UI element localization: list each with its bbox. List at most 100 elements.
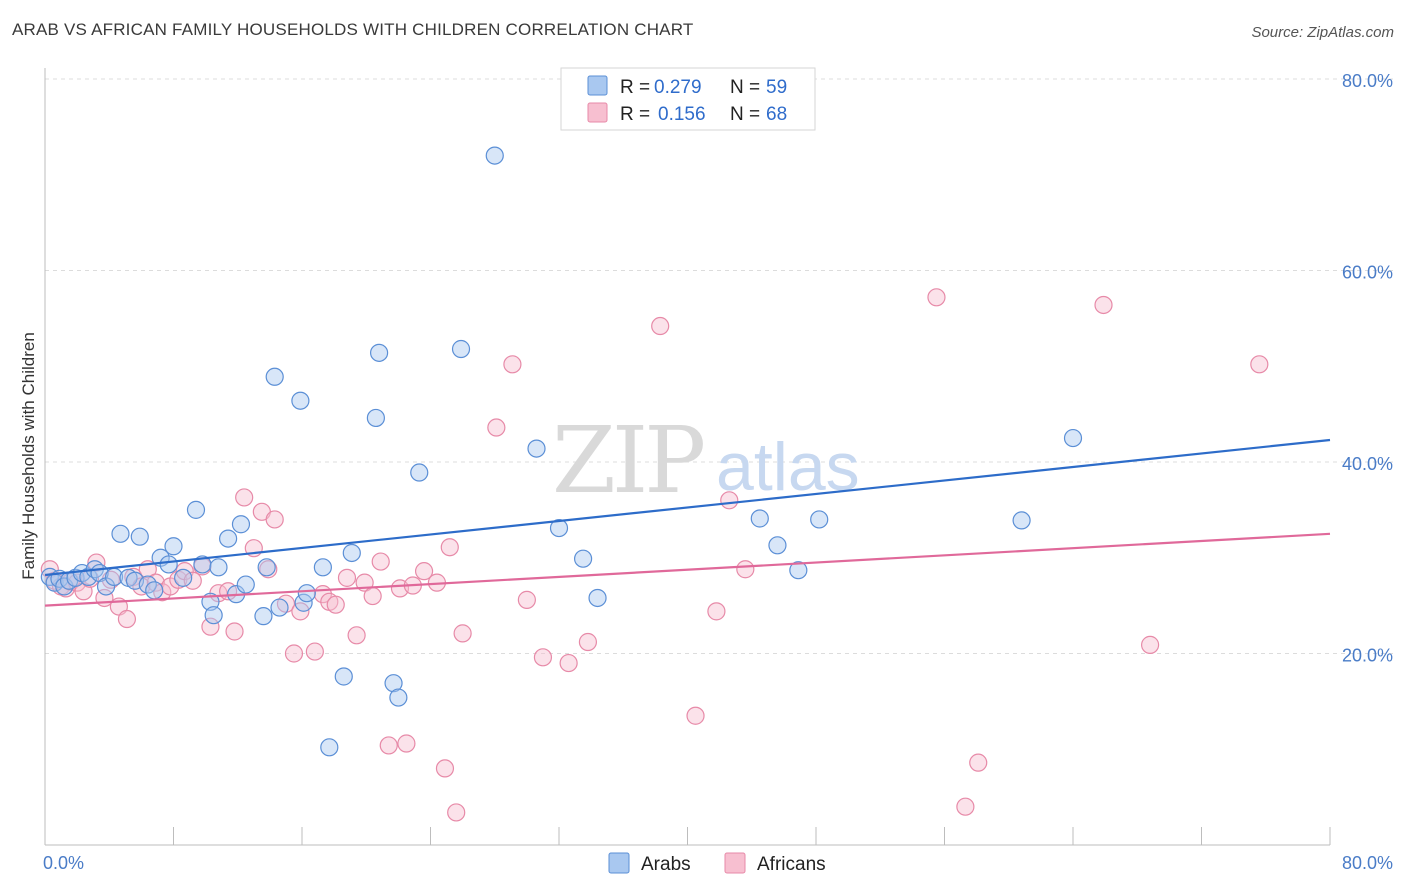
africans-point [117, 609, 137, 629]
bottom-legend: Arabs Africans [608, 852, 826, 875]
trend-lines [44, 438, 1331, 607]
africans-point [1094, 295, 1113, 315]
y-tick-label: 80.0% [1342, 71, 1393, 91]
y-axis-label: Family Households with Children [19, 332, 38, 580]
tick-labels: 20.0% 40.0% 60.0% 80.0% 0.0% 80.0% [43, 71, 1393, 873]
arabs-point [789, 561, 808, 580]
y-tick-label: 60.0% [1342, 263, 1393, 283]
africans-point [1250, 355, 1269, 374]
arabs-point [810, 510, 829, 529]
legend-swatch-arabs [587, 75, 608, 96]
arabs-point [313, 558, 332, 577]
arabs-point [334, 667, 353, 686]
africans-point [414, 562, 434, 581]
africans-point [651, 316, 670, 336]
arabs-point [768, 536, 787, 555]
africans-point [326, 595, 345, 614]
africans-point [1140, 635, 1160, 654]
arabs-point [1063, 428, 1083, 448]
arabs-point [485, 146, 504, 165]
legend-n-value-africans: 68 [766, 104, 787, 125]
arabs-point [254, 607, 273, 626]
arabs-point [204, 606, 223, 625]
watermark-zip: ZIP [552, 407, 703, 514]
arabs-point [174, 568, 193, 587]
africans-point [736, 560, 755, 579]
africans-point [265, 510, 284, 529]
arabs-point [451, 339, 471, 359]
legend-r-label-africans: R = [620, 104, 650, 125]
arabs-point [111, 524, 130, 543]
africans-point [707, 602, 726, 621]
arabs-point [164, 537, 183, 556]
africans-point [559, 653, 578, 673]
africans-point [453, 624, 472, 643]
arabs-point [389, 688, 408, 707]
arabs-point [257, 558, 276, 577]
arabs-point [370, 343, 389, 362]
arabs-point [265, 367, 284, 386]
watermark: ZIP atlas [552, 407, 860, 514]
africans-point [487, 418, 506, 437]
legend-r-label-arabs: R = [620, 77, 650, 98]
arabs-point [573, 549, 593, 568]
source-credit: Source: ZipAtlas.com [1251, 24, 1394, 41]
africans-point [956, 797, 975, 816]
bottom-legend-label-arabs[interactable]: Arabs [641, 854, 691, 875]
arabs-point [219, 529, 238, 548]
africans-point [337, 568, 357, 587]
africans-point [517, 590, 536, 609]
axes [44, 68, 1331, 846]
africans-point [435, 759, 455, 778]
bottom-legend-swatch-africans[interactable] [724, 852, 746, 874]
legend-n-value-arabs: 59 [766, 77, 787, 98]
arabs-point [130, 527, 149, 546]
series-africans [40, 288, 1269, 822]
arabs-point [320, 738, 339, 757]
arabs-point [294, 593, 313, 612]
arabs-point [297, 584, 316, 603]
y-tick-label: 40.0% [1342, 454, 1393, 474]
africans-point [440, 538, 459, 557]
africans-point [201, 617, 220, 636]
africans-point [720, 491, 739, 510]
watermark-atlas: atlas [716, 429, 860, 505]
arabs-point [270, 598, 289, 617]
bottom-legend-label-africans[interactable]: Africans [757, 854, 826, 875]
africans-point [379, 736, 398, 755]
africans-point [347, 626, 366, 645]
legend-r-value-africans: 0.156 [658, 104, 706, 125]
africans-point [363, 586, 382, 606]
y-tick-label: 20.0% [1342, 646, 1393, 666]
africans-point [305, 642, 324, 661]
arabs-point [186, 500, 206, 519]
chart-title: ARAB VS AFRICAN FAMILY HOUSEHOLDS WITH C… [12, 20, 694, 39]
arabs-point [366, 408, 385, 428]
africans-point [87, 553, 106, 572]
arabs-point [384, 674, 403, 693]
x-tick-label-min: 0.0% [43, 853, 84, 873]
arabs-point [209, 558, 228, 577]
trend-line-arabs [44, 438, 1331, 577]
bottom-legend-swatch-arabs[interactable] [608, 852, 630, 874]
arabs-point [410, 463, 429, 482]
arabs-point [750, 509, 769, 528]
arabs-point [588, 588, 607, 608]
arabs-point [527, 439, 546, 458]
arabs-point [159, 555, 178, 574]
legend-n-label-arabs: N = [730, 77, 760, 98]
arabs-point [342, 543, 361, 563]
arabs-point [231, 515, 251, 534]
trend-line-africans [44, 532, 1331, 607]
africans-point [371, 552, 390, 571]
africans-point [447, 803, 466, 822]
africans-point [235, 488, 254, 507]
africans-point [533, 648, 553, 667]
africans-point [225, 622, 244, 641]
africans-point [686, 706, 705, 725]
arabs-point [145, 581, 164, 600]
arabs-point [236, 575, 255, 594]
x-tick-label-max: 80.0% [1342, 853, 1393, 873]
africans-point [397, 734, 416, 753]
